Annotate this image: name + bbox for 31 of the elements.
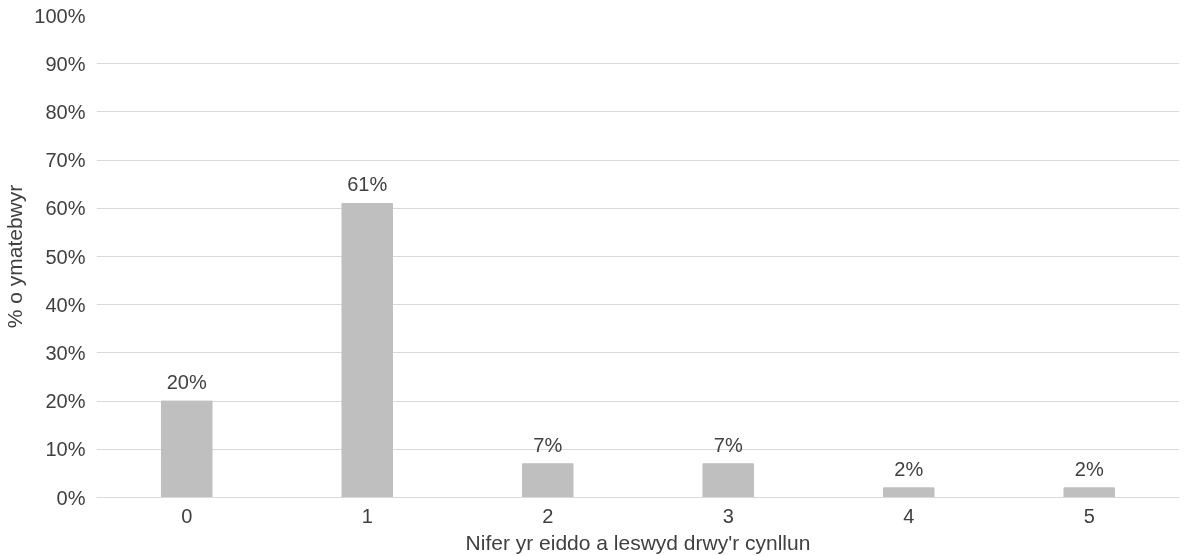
data-label: 2%	[894, 457, 924, 480]
y-tick-label: 70%	[45, 149, 86, 172]
y-axis-title: % o ymatebwyr	[3, 184, 27, 329]
y-tick-label: 60%	[45, 197, 86, 220]
bar	[521, 463, 574, 498]
x-tick-label: 5	[1083, 504, 1095, 527]
bar	[882, 487, 935, 498]
x-tick-label: 3	[722, 504, 734, 527]
y-tick-label: 10%	[45, 438, 86, 461]
x-tick-label: 1	[361, 504, 373, 527]
x-axis-title: Nifer yr eiddo a leswyd drwy'r cynllun	[465, 530, 811, 554]
y-tick-label: 30%	[45, 341, 86, 364]
x-tick-label: 4	[903, 504, 915, 527]
y-tick-label: 80%	[45, 100, 86, 123]
y-tick-label: 50%	[45, 245, 86, 268]
data-label: 61%	[347, 173, 388, 196]
y-tick-label: 100%	[34, 4, 86, 27]
data-label: 2%	[1074, 457, 1104, 480]
x-tick-label: 0	[181, 504, 193, 527]
y-tick-label: 20%	[45, 390, 86, 413]
data-label: 7%	[713, 433, 743, 456]
bar	[1063, 487, 1116, 498]
bar	[702, 463, 755, 498]
data-label: 7%	[533, 433, 563, 456]
bar	[341, 202, 394, 498]
data-label: 20%	[166, 371, 207, 394]
x-tick-label: 2	[542, 504, 554, 527]
y-tick-label: 90%	[45, 52, 86, 75]
bar	[160, 400, 213, 498]
y-tick-label: 0%	[56, 486, 86, 509]
y-tick-label: 40%	[45, 293, 86, 316]
